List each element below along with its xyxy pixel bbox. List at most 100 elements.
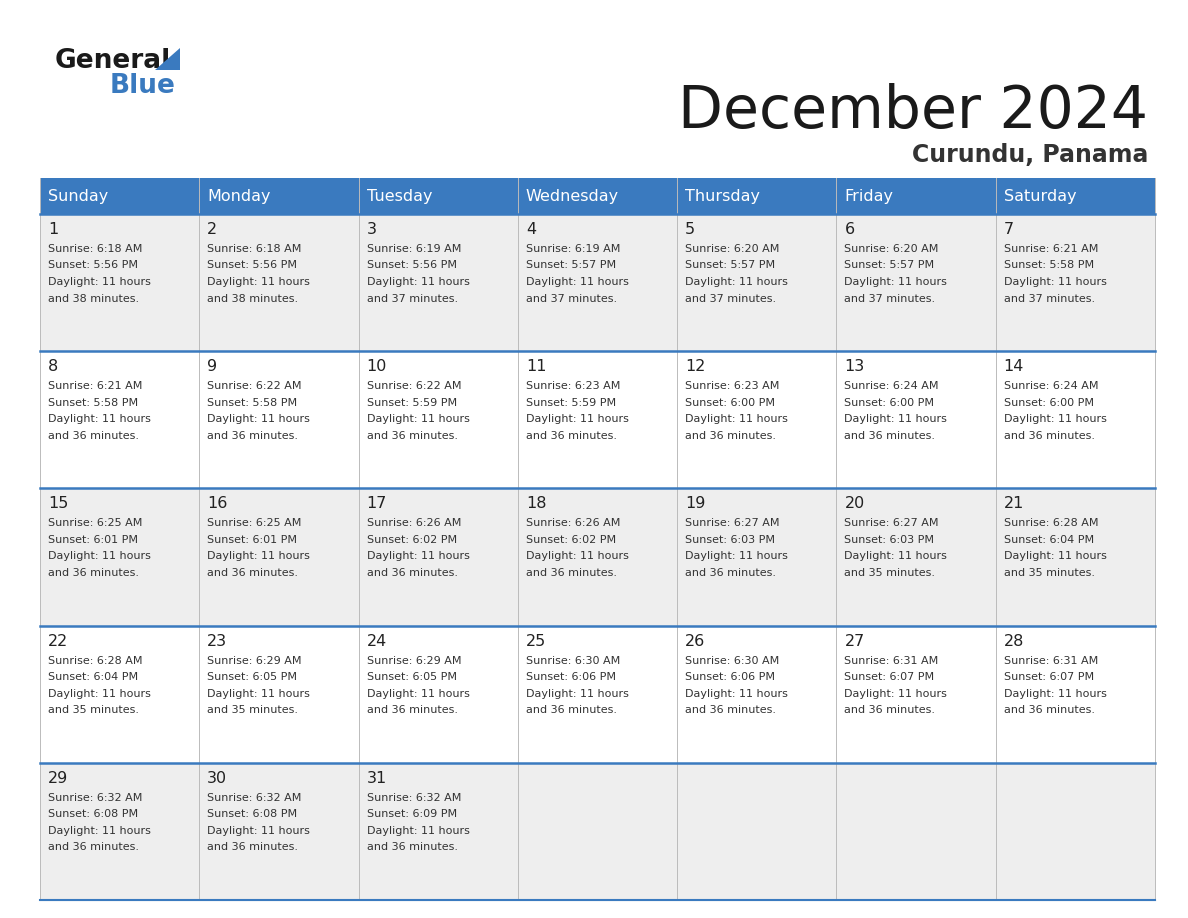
Bar [359,178,518,214]
Text: Sunrise: 6:28 AM: Sunrise: 6:28 AM [1004,519,1098,529]
Text: 24: 24 [367,633,387,649]
Text: 21: 21 [1004,497,1024,511]
Text: and 36 minutes.: and 36 minutes. [526,705,617,715]
Text: Sunrise: 6:27 AM: Sunrise: 6:27 AM [845,519,939,529]
Text: Sunrise: 6:22 AM: Sunrise: 6:22 AM [367,381,461,391]
Text: and 35 minutes.: and 35 minutes. [1004,568,1094,578]
Text: Sunset: 6:07 PM: Sunset: 6:07 PM [845,672,935,682]
Bar [836,352,996,488]
Text: Daylight: 11 hours: Daylight: 11 hours [526,688,628,699]
Bar [518,178,677,214]
Text: Daylight: 11 hours: Daylight: 11 hours [207,688,310,699]
Text: Daylight: 11 hours: Daylight: 11 hours [1004,277,1106,287]
Text: Daylight: 11 hours: Daylight: 11 hours [685,552,788,562]
Text: Sunrise: 6:23 AM: Sunrise: 6:23 AM [685,381,779,391]
Text: 1: 1 [48,222,58,237]
Text: and 36 minutes.: and 36 minutes. [685,705,776,715]
Text: and 35 minutes.: and 35 minutes. [207,705,298,715]
Text: Sunset: 5:59 PM: Sunset: 5:59 PM [367,397,456,408]
Text: 6: 6 [845,222,854,237]
Bar [677,214,836,352]
Text: 14: 14 [1004,359,1024,375]
Text: 12: 12 [685,359,706,375]
Text: Sunrise: 6:24 AM: Sunrise: 6:24 AM [845,381,939,391]
Text: Daylight: 11 hours: Daylight: 11 hours [845,277,947,287]
Bar [518,352,677,488]
Text: 26: 26 [685,633,706,649]
Text: Daylight: 11 hours: Daylight: 11 hours [367,688,469,699]
Text: and 36 minutes.: and 36 minutes. [526,568,617,578]
Text: and 36 minutes.: and 36 minutes. [1004,431,1094,441]
Text: 7: 7 [1004,222,1013,237]
Bar [677,625,836,763]
Text: Sunrise: 6:31 AM: Sunrise: 6:31 AM [1004,655,1098,666]
Text: Sunset: 5:56 PM: Sunset: 5:56 PM [367,261,456,271]
Text: 8: 8 [48,359,58,375]
Bar [359,763,518,900]
Text: Daylight: 11 hours: Daylight: 11 hours [367,414,469,424]
Text: Sunset: 6:06 PM: Sunset: 6:06 PM [526,672,615,682]
Text: and 36 minutes.: and 36 minutes. [845,431,935,441]
Text: and 38 minutes.: and 38 minutes. [48,294,139,304]
Text: Sunset: 5:58 PM: Sunset: 5:58 PM [207,397,297,408]
Text: General: General [55,48,171,74]
Bar [836,178,996,214]
Text: Sunset: 6:08 PM: Sunset: 6:08 PM [48,810,138,819]
Text: 11: 11 [526,359,546,375]
Text: Sunset: 6:05 PM: Sunset: 6:05 PM [367,672,456,682]
Text: Daylight: 11 hours: Daylight: 11 hours [845,688,947,699]
Bar [836,214,996,352]
Bar [200,178,359,214]
Text: Sunrise: 6:20 AM: Sunrise: 6:20 AM [685,244,779,254]
Text: Sunset: 6:02 PM: Sunset: 6:02 PM [526,535,617,545]
Text: Wednesday: Wednesday [526,188,619,204]
Bar [40,352,200,488]
Text: Daylight: 11 hours: Daylight: 11 hours [207,277,310,287]
Text: and 36 minutes.: and 36 minutes. [367,705,457,715]
Bar [836,625,996,763]
Bar [518,763,677,900]
Text: 18: 18 [526,497,546,511]
Text: Monday: Monday [207,188,271,204]
Text: Sunset: 6:04 PM: Sunset: 6:04 PM [48,672,138,682]
Text: Sunset: 5:58 PM: Sunset: 5:58 PM [48,397,138,408]
Text: 5: 5 [685,222,695,237]
Text: Daylight: 11 hours: Daylight: 11 hours [207,826,310,835]
Text: 31: 31 [367,771,387,786]
Text: and 36 minutes.: and 36 minutes. [1004,705,1094,715]
Text: Daylight: 11 hours: Daylight: 11 hours [685,688,788,699]
Bar [40,488,200,625]
Text: Sunrise: 6:22 AM: Sunrise: 6:22 AM [207,381,302,391]
Bar [677,763,836,900]
Text: Sunrise: 6:19 AM: Sunrise: 6:19 AM [367,244,461,254]
Text: Sunrise: 6:24 AM: Sunrise: 6:24 AM [1004,381,1098,391]
Text: 19: 19 [685,497,706,511]
Text: Sunrise: 6:20 AM: Sunrise: 6:20 AM [845,244,939,254]
Bar [200,763,359,900]
Bar [200,625,359,763]
Text: Daylight: 11 hours: Daylight: 11 hours [207,414,310,424]
Text: Sunrise: 6:25 AM: Sunrise: 6:25 AM [48,519,143,529]
Text: Daylight: 11 hours: Daylight: 11 hours [845,414,947,424]
Text: 9: 9 [207,359,217,375]
Text: Blue: Blue [110,73,176,99]
Text: Sunrise: 6:18 AM: Sunrise: 6:18 AM [207,244,302,254]
Text: 27: 27 [845,633,865,649]
Text: Daylight: 11 hours: Daylight: 11 hours [207,552,310,562]
Text: Sunset: 6:02 PM: Sunset: 6:02 PM [367,535,456,545]
Bar [996,488,1155,625]
Text: 28: 28 [1004,633,1024,649]
Text: and 37 minutes.: and 37 minutes. [845,294,936,304]
Text: and 36 minutes.: and 36 minutes. [48,568,139,578]
Text: Daylight: 11 hours: Daylight: 11 hours [48,414,151,424]
Text: and 36 minutes.: and 36 minutes. [367,568,457,578]
Text: Sunrise: 6:21 AM: Sunrise: 6:21 AM [48,381,143,391]
Text: Sunset: 6:08 PM: Sunset: 6:08 PM [207,810,297,819]
Text: Sunrise: 6:29 AM: Sunrise: 6:29 AM [207,655,302,666]
Text: 3: 3 [367,222,377,237]
Text: 10: 10 [367,359,387,375]
Bar [836,488,996,625]
Text: and 36 minutes.: and 36 minutes. [685,431,776,441]
Text: Sunrise: 6:27 AM: Sunrise: 6:27 AM [685,519,779,529]
Bar [518,488,677,625]
